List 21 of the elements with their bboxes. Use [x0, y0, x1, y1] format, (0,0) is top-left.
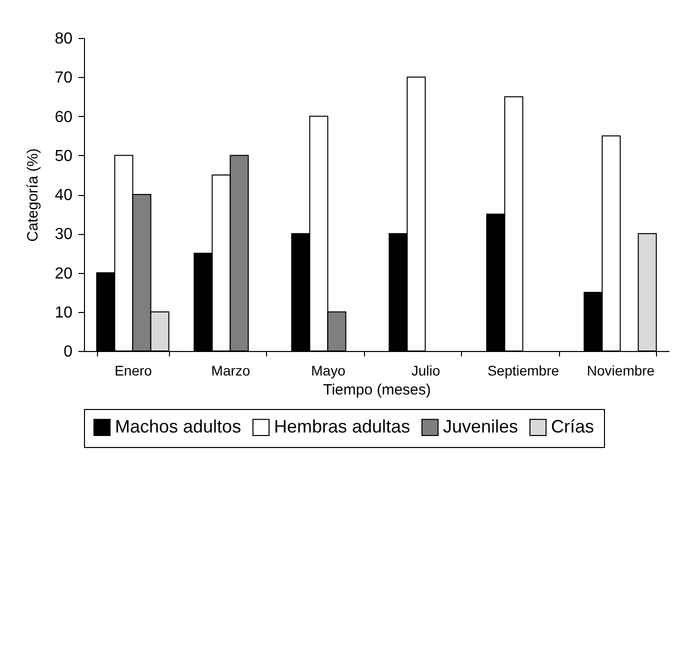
y-tick-label: 50 [54, 148, 73, 165]
x-tick-label: Septiembre [487, 362, 560, 378]
y-tick-label: 0 [64, 344, 73, 360]
y-tick-label: 70 [54, 70, 73, 87]
x-tick-label: Noviembre [586, 362, 655, 378]
legend-label: Machos adultos [115, 416, 242, 436]
y-tick-label: 10 [54, 304, 73, 322]
legend-label: Crías [551, 416, 594, 436]
legend-label: Juveniles [443, 416, 518, 436]
y-tick-label: 40 [54, 187, 73, 204]
legend-label: Hembras adultas [274, 416, 410, 436]
x-tick-label: Julio [411, 362, 440, 378]
y-tick-label: 30 [54, 226, 73, 244]
x-tick-label: Mayo [311, 362, 346, 378]
y-axis-title: Categoría (%) [24, 148, 42, 242]
y-tick-label: 80 [54, 30, 73, 48]
y-tick-label: 60 [54, 108, 73, 126]
x-axis-title: Tiempo (meses) [323, 382, 431, 398]
x-tick-label: Marzo [211, 362, 250, 378]
x-tick-label: Enero [114, 362, 152, 378]
y-tick-label: 20 [54, 265, 73, 282]
